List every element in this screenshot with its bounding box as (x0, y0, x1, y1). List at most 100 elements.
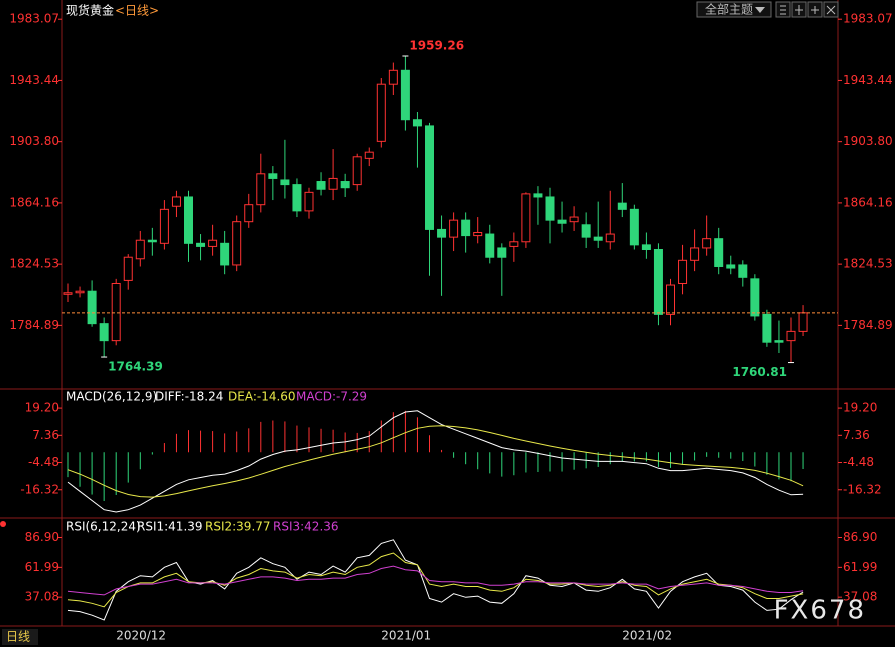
y-tick-label: 1864.16 (9, 195, 59, 209)
candle-body (316, 181, 326, 190)
candle-body (690, 247, 700, 261)
candle-body (497, 247, 507, 258)
candle-body (666, 284, 675, 315)
button-label[interactable]: 全部主题 (705, 2, 753, 17)
legend-entry: RSI1:41.39 (137, 520, 203, 534)
candle-body (87, 290, 97, 325)
y-tick-label: 19.20 (25, 401, 59, 415)
y-tick-label: 86.90 (25, 530, 59, 544)
button-frame[interactable] (696, 1, 772, 18)
candle-body (99, 323, 109, 342)
y-tick-label: 1903.80 (9, 134, 59, 148)
indicator-line (67, 552, 804, 608)
candle-body (750, 278, 760, 317)
candle-body (774, 340, 784, 343)
y-tick-label: 1784.89 (9, 318, 59, 332)
y-tick-label: 1784.89 (843, 318, 893, 332)
candle-body (256, 173, 266, 206)
candle-body (581, 224, 591, 238)
candle-body (653, 248, 663, 315)
candle-body (268, 173, 278, 179)
y-tick-label: 61.99 (843, 560, 877, 574)
low-label: 1764.39 (108, 360, 163, 374)
low-label: 1760.81 (732, 365, 787, 379)
window-buttons (775, 1, 839, 18)
candle-body (328, 177, 338, 190)
candle-body (280, 179, 290, 186)
period-label: <日线> (115, 4, 159, 18)
dropdown-arrow[interactable] (755, 7, 765, 13)
y-tick-label: 37.08 (25, 590, 59, 604)
candle-body (171, 196, 181, 207)
candle-body (352, 156, 362, 186)
candle-body (557, 219, 567, 224)
y-tick-label: 1824.53 (843, 257, 893, 271)
candle-body (702, 238, 712, 249)
candle-body (388, 69, 398, 85)
icon (795, 5, 803, 15)
candle-body (678, 259, 688, 284)
candle-body (533, 193, 543, 198)
y-tick-label: 1903.80 (843, 134, 893, 148)
candle-body (629, 208, 639, 246)
candle-body (123, 256, 133, 281)
icon (811, 6, 819, 14)
candle-body (786, 330, 796, 342)
y-tick-label: -16.32 (20, 482, 59, 496)
x-tick-label: 2020/12 (116, 629, 166, 643)
candle-body (292, 184, 302, 212)
candle-body (509, 241, 519, 247)
candle-body (545, 196, 555, 221)
candle-body (364, 151, 374, 159)
indicator-line (67, 565, 804, 596)
candle-body (220, 242, 230, 266)
theme-button[interactable]: 全部主题 (696, 1, 772, 18)
candle-body (617, 202, 627, 210)
y-tick-label: -16.32 (843, 482, 882, 496)
candle-body (738, 264, 748, 278)
indicator-line (67, 410, 804, 513)
period-tab[interactable] (2, 629, 38, 645)
y-tick-label: 7.36 (843, 428, 870, 442)
candle-body (593, 236, 603, 241)
instrument-title: 现货黄金 (66, 3, 114, 18)
y-tick-label: 86.90 (843, 530, 877, 544)
y-tick-label: 37.08 (843, 590, 877, 604)
candle-body (400, 69, 410, 121)
legend-entry: MACD:-7.29 (296, 390, 367, 404)
candle-body (304, 191, 314, 212)
icon (826, 5, 836, 15)
candle-body (75, 290, 85, 294)
y-tick-label: -4.48 (843, 455, 874, 469)
icon (780, 5, 786, 15)
candle-body (437, 228, 447, 238)
candle-body (569, 216, 579, 223)
candle-body (63, 292, 73, 295)
candle-body (208, 239, 218, 247)
candle-body (449, 219, 459, 238)
candle-body (412, 119, 422, 127)
y-tick-label: 1943.44 (9, 73, 59, 87)
candle-body (244, 204, 254, 223)
y-tick-label: 19.20 (843, 401, 877, 415)
candle-body (184, 196, 193, 244)
y-tick-label: 7.36 (32, 428, 59, 442)
candle-body (521, 193, 531, 243)
candle-body (159, 208, 169, 244)
period-tab-label[interactable]: 日线 (6, 630, 30, 644)
candle-body (111, 282, 121, 342)
y-tick-label: -4.48 (28, 455, 59, 469)
candle-body (135, 239, 145, 260)
panel-marker (0, 521, 6, 527)
candle-body (461, 219, 471, 237)
legend-entry: RSI2:39.77 (205, 520, 271, 534)
legend-entry: DEA:-14.60 (228, 390, 296, 404)
y-tick-label: 1983.07 (843, 12, 893, 26)
y-tick-label: 1983.07 (9, 12, 59, 26)
x-tick-label: 2021/01 (381, 629, 431, 643)
candle-body (485, 233, 495, 258)
candle-body (340, 181, 350, 189)
